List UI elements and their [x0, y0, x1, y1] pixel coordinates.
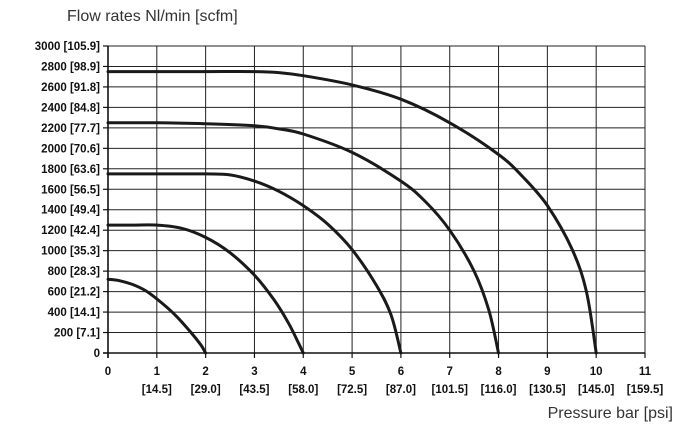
x-tick-label: 0 [105, 366, 111, 378]
x-tick-psi-label: [29.0] [191, 384, 221, 396]
y-tick-label: 0 [94, 348, 100, 360]
y-tick-label: 600 [21.2] [48, 287, 101, 299]
x-tick-psi-label: [130.5] [529, 384, 566, 396]
x-tick-psi-label: [87.0] [386, 384, 416, 396]
y-tick-label: 200 [7.1] [54, 328, 100, 340]
x-tick-label: 10 [590, 366, 603, 378]
x-tick-label: 6 [398, 366, 404, 378]
x-tick-psi-label: [116.0] [481, 384, 517, 396]
flow-curve-2 [106, 223, 305, 355]
y-axis-ticks: 3000 [105.9] 2800 [98.9] 2600 [91.8] 2400 [… [35, 41, 108, 360]
x-tick-label: 2 [202, 366, 208, 378]
x-tick-label: 7 [447, 366, 453, 378]
flow-curve-5 [106, 70, 598, 355]
x-axis-ticks: 0 1 [14.5] 2 [29.0] 3 [43.5] 4 [58.0] 5 [72.5] 6 [87… [105, 353, 664, 396]
y-tick-label: 1600 [56.5] [41, 184, 100, 196]
y-tick-label: 2600 [91.8] [41, 82, 100, 94]
x-tick-psi-label: [145.0] [578, 384, 615, 396]
y-tick-label: 400 [14.1] [48, 307, 101, 319]
x-tick-label: 5 [349, 366, 356, 378]
x-tick-label: 3 [251, 366, 257, 378]
y-tick-label: 1000 [35.3] [41, 246, 100, 258]
x-tick-label: 1 [154, 366, 161, 378]
x-tick-psi-label: [14.5] [142, 384, 172, 396]
plot-frame [103, 46, 645, 358]
y-tick-label: 1200 [42.4] [41, 225, 100, 237]
y-tick-label: 800 [28.3] [48, 266, 101, 278]
x-tick-label: 9 [544, 366, 550, 378]
y-tick-label: 2000 [70.6] [41, 143, 100, 155]
y-tick-label: 2200 [77.7] [41, 123, 100, 135]
x-tick-label: 11 [639, 366, 652, 378]
flow-curve-1 [106, 277, 208, 355]
x-tick-psi-label: [72.5] [337, 384, 367, 396]
x-tick-psi-label: [43.5] [239, 384, 269, 396]
y-tick-label: 3000 [105.9] [35, 41, 100, 53]
flow-curve-3 [106, 172, 403, 355]
y-axis-title: Flow rates Nl/min [scfm] [67, 8, 238, 25]
y-tick-label: 1800 [63.6] [41, 164, 100, 176]
flow-curves [106, 70, 598, 355]
x-tick-psi-label: [58.0] [288, 384, 318, 396]
x-tick-label: 8 [495, 366, 502, 378]
x-tick-psi-label: [159.5] [627, 384, 664, 396]
y-tick-label: 1400 [49.4] [41, 205, 100, 217]
flow-curve-4 [106, 121, 500, 355]
y-tick-label: 2400 [84.8] [41, 102, 100, 114]
y-tick-label: 2800 [98.9] [41, 61, 100, 73]
x-tick-psi-label: [101.5] [432, 384, 469, 396]
x-tick-label: 4 [300, 366, 307, 378]
x-axis-title: Pressure bar [psi] [547, 405, 673, 422]
